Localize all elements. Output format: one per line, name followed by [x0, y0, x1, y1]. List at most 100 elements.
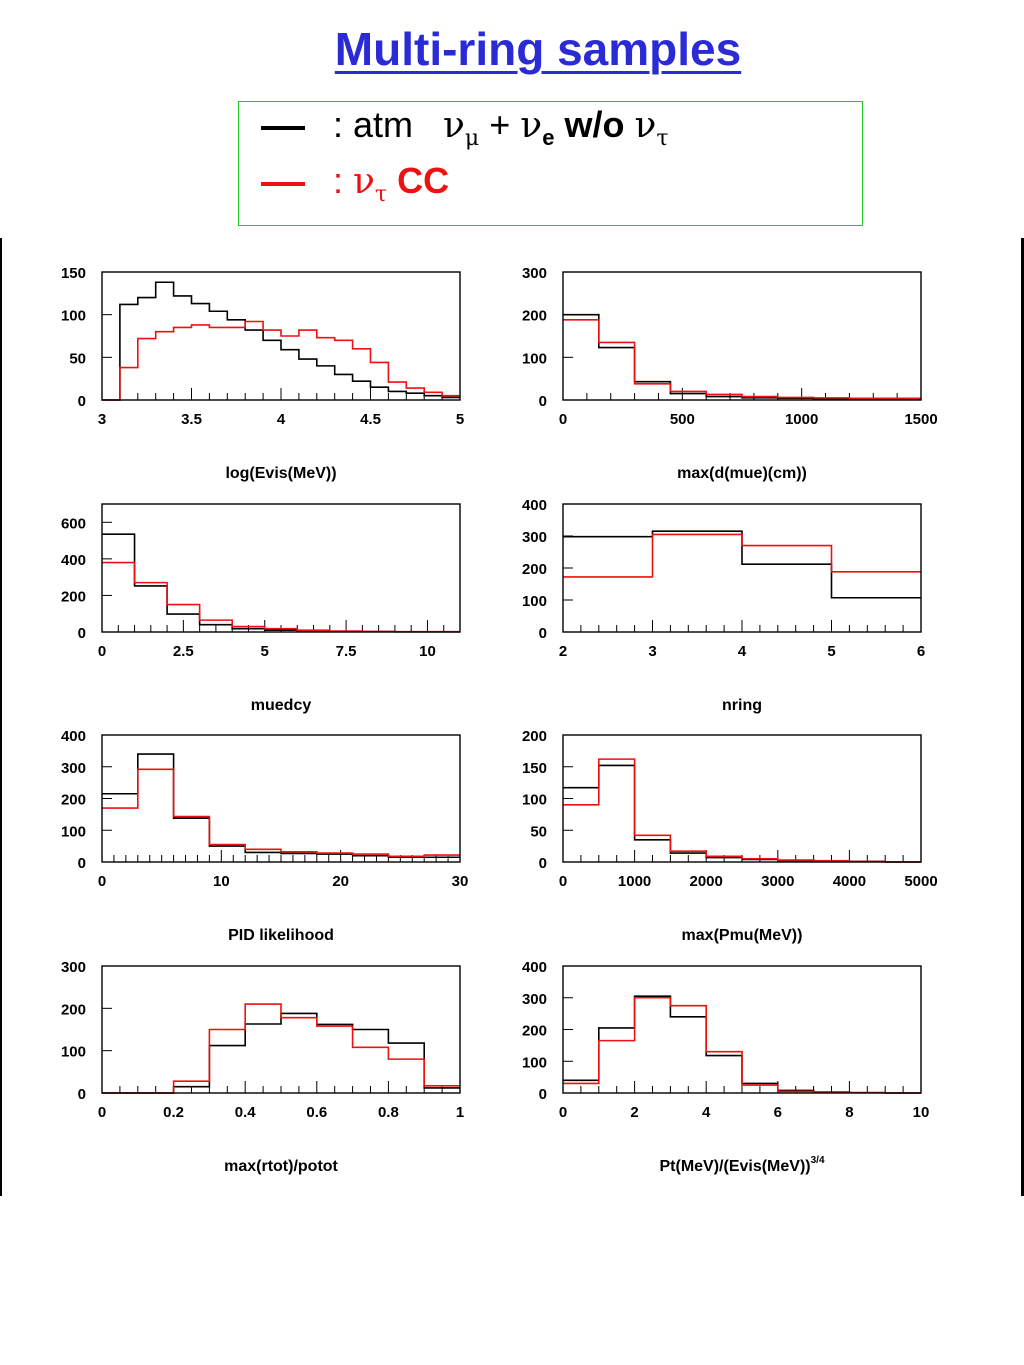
x-tick-label: 0 — [559, 873, 567, 890]
x-tick-label: 2.5 — [173, 643, 194, 660]
y-tick-label: 50 — [69, 350, 86, 367]
legend-atm-nu-tau: ν — [634, 105, 657, 147]
legend-item-nutau: : ντ CC — [261, 160, 449, 208]
legend-atm-nu-mu: ν — [443, 105, 465, 147]
y-tick-label: 600 — [61, 515, 86, 532]
y-tick-label: 200 — [61, 792, 86, 809]
legend-atm-prefix: : atm — [333, 104, 414, 146]
legend-label-atm: : atm νμ + νe w/o ντ — [333, 104, 669, 151]
y-tick-label: 150 — [61, 265, 86, 282]
y-tick-label: 0 — [78, 393, 86, 410]
legend-box: : atm νμ + νe w/o ντ : ντ CC — [238, 101, 863, 226]
y-tick-label: 0 — [78, 1086, 86, 1103]
plot-frame — [101, 503, 461, 633]
plot-frame — [562, 965, 922, 1094]
histogram-series-nutau — [563, 996, 921, 1094]
x-tick-label: 3000 — [761, 873, 794, 890]
y-tick-label: 200 — [61, 1001, 86, 1018]
y-tick-label: 150 — [522, 760, 547, 777]
x-axis-label: max(rtot)/potot — [224, 1158, 338, 1175]
x-tick-label: 0 — [559, 1104, 567, 1121]
x-tick-label: 10 — [913, 1104, 930, 1121]
x-tick-label: 4 — [738, 643, 747, 660]
histogram-panel-3: 0 2.5 5 7.5 10 0 200 400 600 muedcy — [61, 503, 461, 714]
x-tick-label: 5 — [827, 643, 835, 660]
y-tick-label: 300 — [522, 991, 547, 1008]
y-tick-label: 0 — [78, 625, 86, 642]
x-axis-label: max(d(mue)(cm)) — [677, 465, 807, 482]
plot-frame — [101, 965, 461, 1094]
x-axis-label: max(Pmu(MeV)) — [682, 927, 803, 944]
x-tick-label: 0.2 — [163, 1104, 184, 1121]
histogram-series-atm — [102, 281, 460, 401]
histogram-series-nutau — [102, 768, 460, 858]
x-tick-label: 2 — [630, 1104, 638, 1121]
y-tick-label: 0 — [539, 855, 547, 872]
legend-nutau-nu: ν — [353, 161, 375, 203]
y-tick-label: 0 — [539, 393, 547, 410]
y-tick-label: 200 — [522, 1023, 547, 1040]
legend-label-nutau: : ντ CC — [333, 160, 449, 207]
plot-frame — [101, 271, 461, 401]
x-tick-label: 1000 — [785, 411, 818, 428]
x-tick-label: 1 — [456, 1104, 464, 1121]
plot-frame — [562, 734, 922, 863]
x-tick-label: 0.6 — [306, 1104, 327, 1121]
figure-frame-left — [0, 238, 2, 1196]
y-tick-label: 100 — [61, 308, 86, 325]
y-tick-label: 400 — [522, 959, 547, 976]
x-tick-label: 5 — [456, 411, 464, 428]
x-axis-label: PID likelihood — [228, 927, 334, 944]
x-tick-label: 4000 — [833, 873, 866, 890]
legend-atm-sub-mu: μ — [464, 126, 480, 152]
y-tick-label: 50 — [530, 823, 547, 840]
legend-atm-sub-e: e — [542, 125, 555, 151]
y-tick-label: 400 — [61, 552, 86, 569]
plot-frame — [101, 734, 461, 863]
legend-swatch-nutau — [261, 182, 305, 186]
histogram-panel-2: 0 500 1000 1500 0 100 200 300 max(d(mue)(cm)) — [522, 265, 938, 482]
legend-atm-nu-e: ν — [520, 105, 543, 147]
legend-atm-plus: + — [489, 104, 511, 146]
histogram-series-nutau — [563, 758, 921, 863]
x-tick-label: 500 — [670, 411, 695, 428]
figure-frame-right — [1021, 238, 1024, 1196]
y-tick-label: 200 — [522, 561, 547, 578]
x-tick-label: 7.5 — [336, 643, 357, 660]
legend-swatch-atm — [261, 126, 305, 130]
histogram-series-nutau — [563, 318, 921, 400]
y-tick-label: 400 — [522, 497, 547, 514]
x-tick-label: 0.8 — [378, 1104, 399, 1121]
x-axis-label: Pt(MeV)/(Evis(MeV))3/4 — [659, 1155, 824, 1175]
y-tick-label: 0 — [539, 625, 547, 642]
y-tick-label: 200 — [522, 728, 547, 745]
x-tick-label: 4.5 — [360, 411, 381, 428]
histogram-panel-8: 0 2 4 6 8 100100200300400Pt(MeV)/(Evis(MeV))3… — [522, 959, 929, 1175]
x-tick-label: 6 — [917, 643, 925, 660]
x-tick-label: 6 — [774, 1104, 782, 1121]
x-tick-label: 1000 — [618, 873, 651, 890]
y-tick-label: 200 — [61, 588, 86, 605]
y-tick-label: 300 — [522, 265, 547, 282]
histogram-series-nutau — [563, 533, 921, 578]
x-tick-label: 5000 — [904, 873, 937, 890]
x-tick-label: 0 — [98, 1104, 106, 1121]
legend-nutau-prefix: : — [333, 160, 344, 202]
y-tick-label: 100 — [522, 1054, 547, 1071]
x-tick-label: 20 — [332, 873, 349, 890]
y-tick-label: 100 — [522, 792, 547, 809]
histogram-series-atm — [102, 1012, 460, 1094]
legend-atm-without: w/o — [564, 104, 625, 146]
histogram-series-nutau — [102, 320, 460, 401]
x-tick-label: 4 — [702, 1104, 711, 1121]
y-tick-label: 100 — [522, 593, 547, 610]
x-tick-label: 8 — [845, 1104, 853, 1121]
x-axis-label: nring — [722, 697, 762, 714]
x-tick-label: 3.5 — [181, 411, 202, 428]
x-axis-label-superscript: 3/4 — [811, 1155, 825, 1166]
x-tick-label: 5 — [261, 643, 269, 660]
page-title: Multi-ring samples — [334, 23, 742, 75]
plot-frame — [562, 271, 922, 401]
x-tick-label: 0 — [559, 411, 567, 428]
